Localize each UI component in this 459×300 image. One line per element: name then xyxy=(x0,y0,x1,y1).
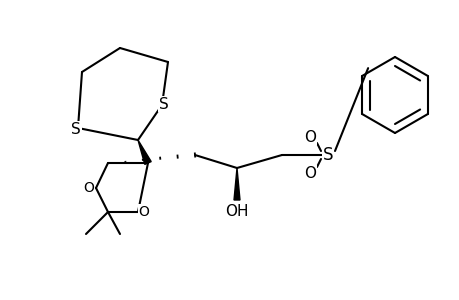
Text: S: S xyxy=(322,146,332,164)
Polygon shape xyxy=(234,168,240,200)
Text: OH: OH xyxy=(225,205,248,220)
Polygon shape xyxy=(138,140,151,164)
Text: S: S xyxy=(71,122,81,136)
Text: O: O xyxy=(303,166,315,181)
Text: O: O xyxy=(138,205,149,219)
Text: O: O xyxy=(303,130,315,145)
Text: S: S xyxy=(159,97,168,112)
Text: O: O xyxy=(84,181,94,195)
